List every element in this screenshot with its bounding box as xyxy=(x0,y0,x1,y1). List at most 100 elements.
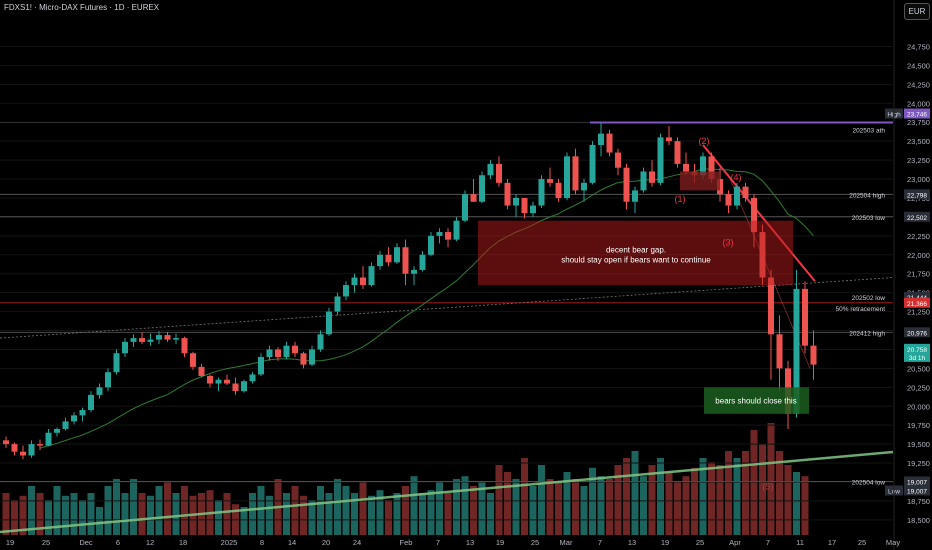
price-tag xyxy=(904,351,930,362)
candle-body xyxy=(436,232,443,236)
x-tick-label: May xyxy=(886,538,900,547)
candle-body xyxy=(3,440,9,445)
volume-bar xyxy=(266,495,273,535)
candle-body xyxy=(513,197,519,206)
price-tag xyxy=(904,189,930,200)
candle-body xyxy=(793,288,800,414)
volume-bar xyxy=(240,507,248,535)
wave-label: (3) xyxy=(723,238,734,248)
volume-bar xyxy=(606,479,613,535)
x-tick-label: 12 xyxy=(146,538,154,547)
candle-body xyxy=(385,254,392,263)
price-axis[interactable]: 24,750 24,500 24,250 24,000 23,750 23,500 23,2… xyxy=(893,0,930,550)
candle-body xyxy=(674,141,681,164)
x-tick-label: 14 xyxy=(288,538,296,547)
volume-bar xyxy=(96,507,103,535)
level-name: 202502 low xyxy=(852,295,886,302)
candle-body xyxy=(547,179,553,183)
volume-bar xyxy=(725,451,732,535)
candle-body xyxy=(207,375,213,384)
candle-body xyxy=(368,266,375,286)
volume-bar xyxy=(563,472,571,535)
volume-bar xyxy=(716,465,724,535)
volume-bar xyxy=(130,479,137,535)
candle-body xyxy=(657,137,664,183)
candle-body xyxy=(564,156,570,198)
price-tag-label: 21,366 xyxy=(907,301,927,308)
volume-bar xyxy=(529,486,537,535)
level-name: 202504 high xyxy=(849,192,885,199)
volume-bar xyxy=(28,486,35,535)
candle-body xyxy=(572,156,579,191)
y-tick-label: 24,000 xyxy=(907,99,930,108)
volume-bar xyxy=(283,493,290,535)
candle-body xyxy=(266,349,273,358)
candle-body xyxy=(11,444,18,452)
volume-bar xyxy=(555,481,562,535)
trend-line-dotted xyxy=(0,277,894,339)
volume-bar xyxy=(512,479,520,535)
time-axis[interactable]: 19 25 Dec 6 12 18 2025 8 14 20 24 Feb 7 13 19 25 Mar 7 13 1… xyxy=(6,538,901,547)
volume-bar xyxy=(138,493,146,535)
volume-bar xyxy=(640,476,647,535)
price-tag xyxy=(904,297,930,308)
price-tag xyxy=(904,343,930,354)
candle-body xyxy=(496,163,502,183)
x-tick-label: 25 xyxy=(42,538,50,547)
volume-bar xyxy=(487,493,494,535)
wave-label: (2) xyxy=(699,136,710,146)
x-tick-label: 17 xyxy=(828,538,836,547)
level-name: 202412 high xyxy=(849,330,885,337)
candle-body xyxy=(581,182,587,191)
volume-bar xyxy=(699,458,707,535)
volume-bar xyxy=(784,465,792,535)
candle-body xyxy=(360,277,366,286)
candle-body xyxy=(470,194,477,202)
candle-body xyxy=(623,167,630,202)
volume-bar xyxy=(674,481,681,535)
level-name: 202504 low xyxy=(852,479,886,486)
candle-body xyxy=(377,254,383,267)
y-tick-label: 20,500 xyxy=(907,364,930,373)
y-tick-label: 24,750 xyxy=(907,43,930,52)
y-tick-label: 20,250 xyxy=(907,383,930,392)
x-tick-label: Feb xyxy=(400,538,413,547)
volume-bar xyxy=(376,490,384,535)
candle-body xyxy=(751,197,757,233)
candle-body xyxy=(666,137,672,142)
volume-bar xyxy=(631,451,639,535)
volume-bar xyxy=(308,500,316,535)
volume-bar xyxy=(19,495,27,535)
price-tag-label: 20,758 xyxy=(907,347,927,354)
y-tick-label: 23,750 xyxy=(907,118,930,127)
level-name: 202503 low xyxy=(852,215,886,222)
y-tick-label: 20,000 xyxy=(907,402,930,411)
symbol-title[interactable]: FDXS1! · Micro-DAX Futures · 1D · EUREX xyxy=(4,3,160,12)
y-tick-label: 18,500 xyxy=(907,516,930,525)
volume-bar xyxy=(70,493,78,535)
currency-button[interactable]: EUR xyxy=(904,3,930,20)
candle-body xyxy=(113,353,120,373)
price-tag-label: 19,007 xyxy=(907,488,927,495)
volume-bar xyxy=(580,486,588,535)
candle-body xyxy=(96,387,103,395)
x-tick-label: 7 xyxy=(766,538,770,547)
candle-body xyxy=(215,379,222,384)
candle-body xyxy=(105,372,111,388)
volume-bar xyxy=(11,500,18,535)
x-tick-label: 8 xyxy=(260,538,264,547)
candle-body xyxy=(428,235,434,255)
price-tag xyxy=(904,108,930,119)
volume-bar xyxy=(402,486,409,535)
wave-label: (5) xyxy=(763,482,774,492)
y-tick-label: 23,250 xyxy=(907,156,930,165)
candle-body xyxy=(776,334,783,369)
y-tick-label: 24,500 xyxy=(907,61,930,70)
candle-body xyxy=(283,345,290,358)
volume-bar xyxy=(436,481,443,535)
candle-body xyxy=(156,335,162,340)
candle-body xyxy=(88,394,94,411)
volume-bar xyxy=(300,495,307,535)
x-tick-label: 11 xyxy=(796,538,804,547)
